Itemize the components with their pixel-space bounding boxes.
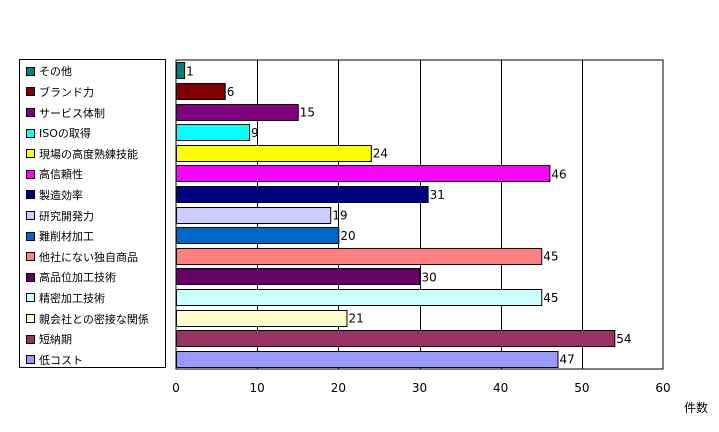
legend-item: その他 — [20, 62, 72, 80]
x-tick-label: 60 — [655, 381, 670, 395]
data-label: 24 — [373, 147, 388, 161]
legend-swatch — [26, 355, 35, 365]
data-label: 30 — [422, 270, 437, 284]
legend-label: 低コスト — [39, 353, 83, 367]
data-label: 46 — [551, 167, 566, 181]
legend-item: 高信頼性 — [20, 165, 83, 183]
legend-label: 研究開発力 — [39, 209, 94, 223]
bar — [176, 104, 299, 121]
bar — [176, 186, 429, 203]
legend-item: 他社にない独自商品 — [20, 248, 138, 266]
bar — [176, 351, 559, 368]
x-tick-label: 30 — [412, 381, 427, 395]
x-tick-label: 20 — [331, 381, 346, 395]
legend-item: 低コスト — [20, 351, 83, 369]
legend-item: 現場の高度熟練技能 — [20, 145, 138, 163]
data-label: 20 — [340, 229, 355, 243]
legend-item: ISOの取得 — [20, 124, 91, 142]
legend-label: 短納期 — [39, 333, 72, 347]
data-label: 1 — [186, 64, 194, 78]
legend-swatch — [26, 190, 35, 200]
bar — [176, 248, 543, 265]
legend-item: 研究開発力 — [20, 207, 94, 225]
legend-label: 製造効率 — [39, 188, 83, 202]
legend-label: 精密加工技術 — [39, 291, 105, 305]
legend-swatch — [26, 108, 35, 117]
bar — [176, 124, 251, 141]
legend-item: 難削材加工 — [20, 227, 94, 245]
data-label: 31 — [430, 188, 445, 202]
bar — [176, 330, 616, 347]
legend-swatch — [26, 231, 35, 241]
data-label: 21 — [348, 312, 363, 326]
legend-label: 親会社との密接な関係 — [39, 312, 149, 326]
bar — [176, 289, 543, 306]
bar — [176, 165, 551, 182]
x-tick-label: 10 — [250, 381, 265, 395]
x-tick-label: 50 — [574, 381, 589, 395]
legend-swatch — [26, 334, 35, 344]
legend-label: ブランド力 — [39, 85, 94, 99]
data-label: 9 — [251, 126, 259, 140]
x-axis-label: 件数 — [684, 400, 708, 415]
legend: その他ブランド力サービス体制 ISOの取得現場の高度熟練技能 高信頼性製造効率研究開… — [19, 59, 166, 368]
bar — [176, 310, 348, 327]
legend-label: 難削材加工 — [39, 230, 94, 244]
legend-item: 親会社との密接な関係 — [20, 310, 149, 328]
data-label: 45 — [543, 291, 558, 305]
data-label: 19 — [332, 209, 347, 223]
data-label: 47 — [559, 353, 574, 367]
data-label: 15 — [300, 106, 315, 120]
legend-item: ブランド力 — [20, 83, 94, 101]
legend-label: 他社にない独自商品 — [39, 250, 138, 264]
legend-item: 短納期 — [20, 330, 72, 348]
legend-swatch — [26, 87, 35, 97]
legend-swatch — [26, 293, 35, 303]
bar — [176, 62, 186, 79]
legend-label: サービス体制 — [39, 106, 105, 120]
legend-label: ISOの取得 — [39, 127, 91, 141]
legend-swatch — [26, 252, 35, 262]
legend-item: 製造効率 — [20, 186, 83, 204]
bar — [176, 83, 226, 100]
legend-swatch — [26, 272, 35, 282]
data-label: 6 — [227, 85, 235, 99]
legend-item: 高品位加工技術 — [20, 268, 116, 286]
bar — [176, 207, 332, 224]
bar — [176, 227, 340, 244]
legend-item: 精密加工技術 — [20, 289, 105, 307]
legend-swatch — [26, 211, 35, 220]
legend-label: その他 — [39, 65, 72, 79]
legend-label: 現場の高度熟練技能 — [39, 147, 138, 161]
data-label: 54 — [616, 332, 631, 346]
legend-item: サービス体制 — [20, 104, 105, 122]
bar — [176, 145, 372, 162]
legend-label: 高品位加工技術 — [39, 271, 116, 285]
x-tick-label: 0 — [172, 381, 180, 395]
bar — [176, 268, 421, 285]
data-label: 45 — [543, 250, 558, 264]
legend-swatch — [26, 128, 35, 138]
legend-swatch — [26, 169, 35, 179]
legend-swatch — [26, 314, 35, 323]
x-tick-label: 40 — [493, 381, 508, 395]
legend-label: 高信頼性 — [39, 168, 83, 182]
legend-swatch — [26, 149, 35, 159]
legend-swatch — [26, 66, 35, 76]
